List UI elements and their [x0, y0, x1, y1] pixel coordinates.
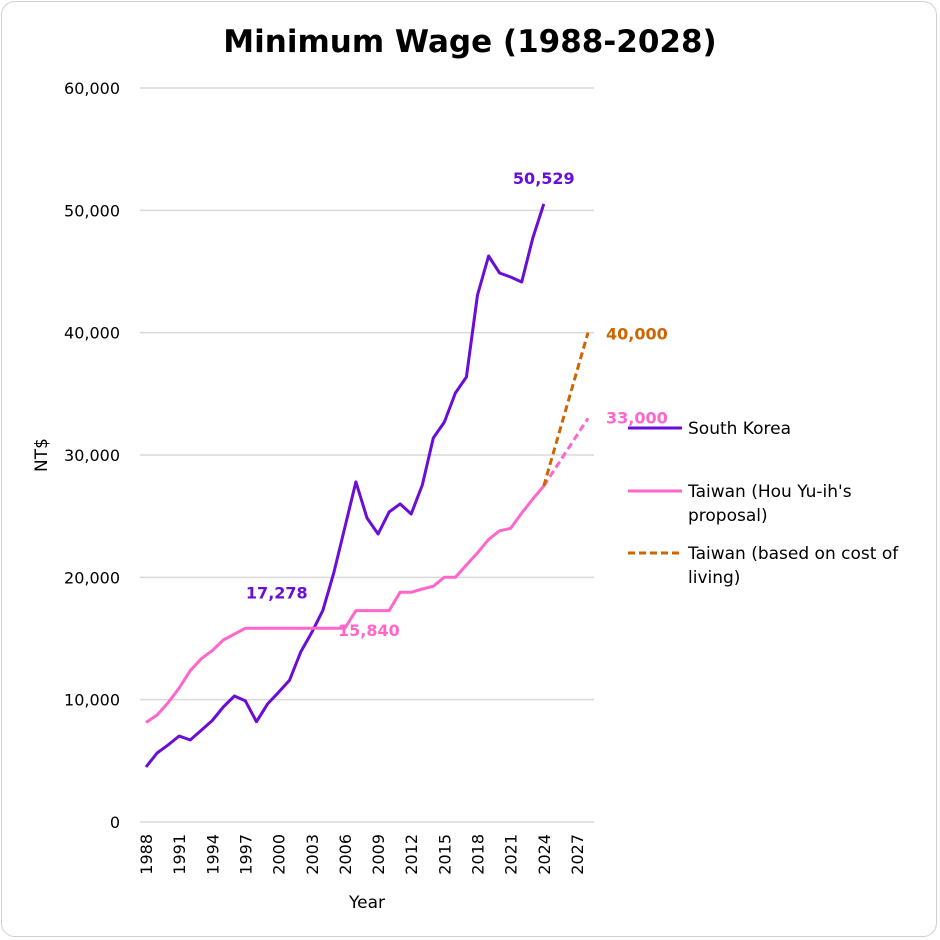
- x-tick-label: 1991: [170, 834, 189, 875]
- x-tick-label: 2027: [568, 834, 587, 875]
- legend-label: proposal): [688, 506, 768, 526]
- data-label: 33,000: [606, 408, 668, 427]
- gridlines: [140, 87, 594, 823]
- x-tick-label: 2021: [502, 834, 521, 875]
- legend-label: South Korea: [688, 419, 791, 439]
- y-tick-label: 50,000: [64, 201, 120, 220]
- legend-item-taiwan-based-on-cost-of-living: Taiwan (based on cost of living): [628, 544, 899, 588]
- legend-label: living): [688, 568, 740, 588]
- x-tick-label: 2024: [535, 834, 554, 875]
- chart-title: Minimum Wage (1988-2028): [223, 24, 716, 60]
- x-tick-label: 2015: [435, 834, 454, 875]
- y-tick-label: 40,000: [64, 324, 120, 343]
- y-tick-label: 0: [110, 813, 120, 832]
- x-tick-label: 1994: [203, 834, 222, 875]
- data-label: 15,840: [338, 621, 400, 640]
- x-tick-label: 2018: [469, 834, 488, 875]
- y-tick-label: 30,000: [64, 446, 120, 465]
- legend-item-taiwan-hou-yu-ih-s-proposal: Taiwan (Hou Yu-ih's proposal): [628, 482, 852, 526]
- y-tick-label: 20,000: [64, 568, 120, 587]
- series-line-taiwan-hou-yu-ih-s-proposal-projection: [542, 417, 590, 487]
- x-tick-label: 1997: [236, 834, 255, 875]
- series-line-taiwan-based-on-cost-of-living: [542, 332, 590, 487]
- x-tick-label: 2000: [270, 834, 289, 875]
- data-label: 50,529: [513, 169, 575, 188]
- x-tick-label: 2009: [369, 834, 388, 875]
- y-tick-label: 60,000: [64, 79, 120, 98]
- y-axis-ticks: 0 10,000 20,000 30,000 40,000 50,000 60,000: [64, 79, 120, 832]
- x-axis-label: Year: [348, 893, 385, 913]
- x-tick-label: 2006: [336, 834, 355, 875]
- x-axis-ticks: 1988 1991 1994 1997 2000 2003 2006 2009 2012 2015…: [137, 834, 587, 875]
- x-tick-label: 2003: [303, 834, 322, 875]
- x-tick-label: 1988: [137, 834, 156, 875]
- data-labels: 50,529 17,278 15,840 40,000 33,000: [246, 169, 668, 640]
- legend-item-south-korea: South Korea: [628, 419, 791, 439]
- series-lines: [144, 203, 590, 768]
- legend-label: Taiwan (based on cost of: [687, 544, 899, 564]
- y-tick-label: 10,000: [64, 691, 120, 710]
- legend-label: Taiwan (Hou Yu-ih's: [687, 482, 852, 502]
- data-label: 40,000: [606, 325, 668, 344]
- x-tick-label: 2012: [402, 834, 421, 875]
- data-label: 17,278: [246, 584, 308, 603]
- y-axis-label: NT$: [32, 438, 52, 472]
- series-line-south-korea: [144, 203, 546, 768]
